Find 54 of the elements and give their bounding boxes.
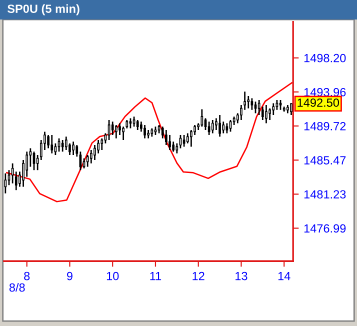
y-tick-label: 1493.96 xyxy=(304,88,346,96)
candlestick xyxy=(268,108,271,121)
candlestick xyxy=(58,138,60,152)
y-tick-label: 1498.20 xyxy=(304,54,346,62)
candlestick xyxy=(265,104,268,124)
candlestick xyxy=(136,119,139,131)
x-tick-label: 12 xyxy=(192,272,204,280)
candlestick xyxy=(200,108,204,128)
candlestick xyxy=(211,119,214,134)
y-tick-label: 1476.99 xyxy=(304,224,346,233)
candlestick xyxy=(111,120,114,136)
candlestick xyxy=(47,134,50,150)
candlestick xyxy=(94,144,96,161)
y-tick-label: 1485.47 xyxy=(304,156,346,165)
candlestick xyxy=(64,136,68,151)
candlestick xyxy=(290,102,292,116)
x-tick-label: 9 xyxy=(67,272,72,280)
x-tick-label: 10 xyxy=(106,272,119,280)
candlestick xyxy=(186,132,189,144)
candlestick xyxy=(86,154,89,168)
annotation: 1492.50 xyxy=(298,98,340,107)
text: 8/8 xyxy=(9,283,25,292)
candlestick xyxy=(250,98,254,111)
x-tick-label: 14 xyxy=(278,272,290,280)
candlestick xyxy=(165,129,168,146)
candlestick xyxy=(100,138,104,151)
candlestick xyxy=(279,99,282,111)
candlestick xyxy=(129,118,132,130)
candlestick xyxy=(118,122,121,136)
x-tick-label: 8 xyxy=(24,272,30,280)
candlestick xyxy=(208,120,210,136)
candlestick xyxy=(272,102,275,116)
x-tick-label: 13 xyxy=(236,272,248,280)
candlestick xyxy=(90,149,92,164)
candlestick xyxy=(258,99,260,116)
candlestick xyxy=(8,169,10,186)
x-tick-label: 11 xyxy=(150,272,162,280)
chart-title: SP0U (5 min) xyxy=(7,4,80,16)
candlestick xyxy=(72,140,74,156)
candlestick xyxy=(168,134,171,151)
candlestick xyxy=(76,144,78,158)
candlestick xyxy=(247,95,250,110)
candlestick xyxy=(222,120,225,134)
y-tick-label: 1489.72 xyxy=(304,122,346,130)
line-series xyxy=(6,82,293,202)
y-tick-label: 1481.23 xyxy=(304,190,346,199)
candlestick xyxy=(114,124,118,140)
candlestick xyxy=(226,122,228,134)
candlestick xyxy=(190,129,192,148)
candlestick xyxy=(61,139,64,152)
candlestick xyxy=(176,142,178,154)
candlestick xyxy=(218,114,221,138)
candlestick xyxy=(144,124,146,140)
candlestick xyxy=(50,134,54,154)
